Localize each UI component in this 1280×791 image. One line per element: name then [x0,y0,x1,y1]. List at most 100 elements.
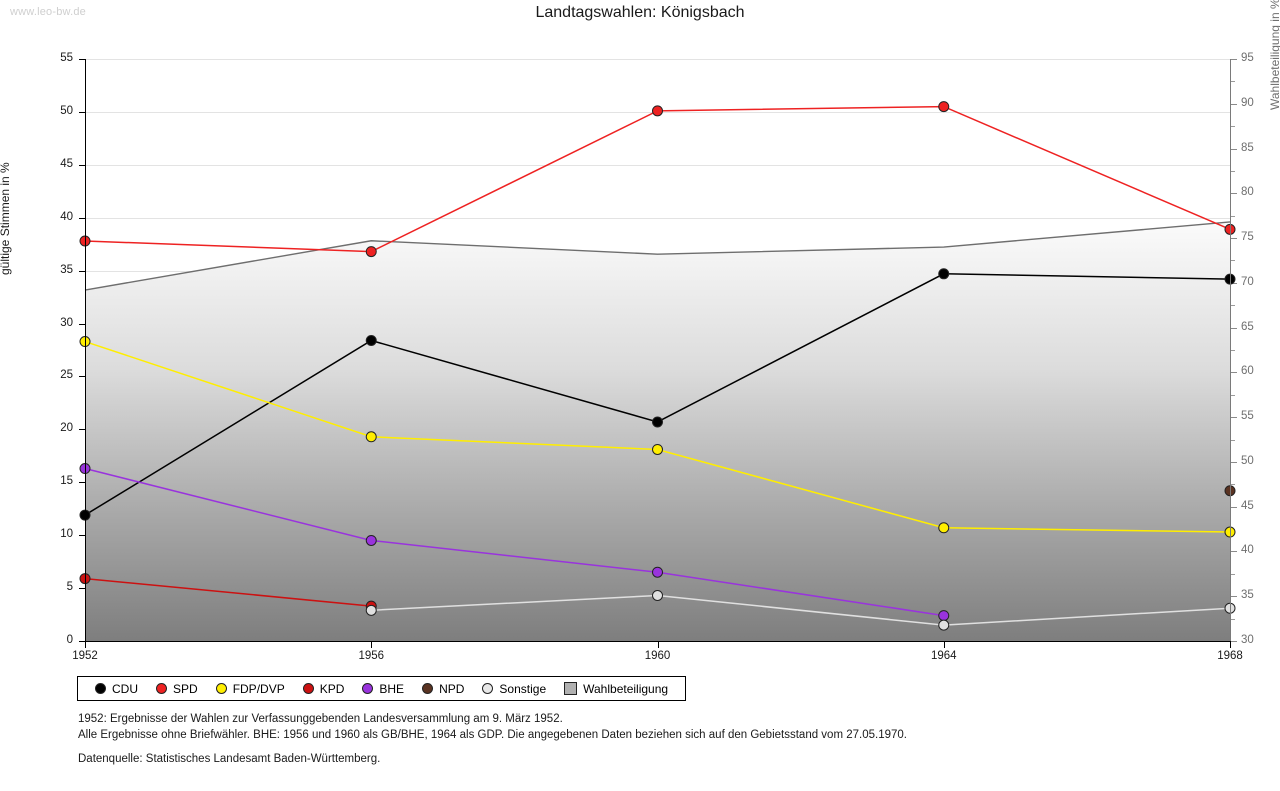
y2-tick-label: 50 [1241,454,1254,467]
y2-tick-minor [1231,394,1235,396]
data-source: Datenquelle: Statistisches Landesamt Bad… [78,753,381,765]
y-tick-label: 40 [60,210,73,223]
legend-label: CDU [112,681,138,696]
y2-tick-label: 85 [1241,141,1254,154]
data-point-bhe [365,534,377,546]
data-point-bhe [938,610,950,622]
y2-tick-mark [1231,327,1237,329]
data-point-spd [365,246,377,258]
y2-tick-mark [1231,103,1237,105]
y-tick-mark [79,164,85,166]
y2-tick-label: 75 [1241,231,1254,244]
y2-tick-minor [1231,170,1235,172]
y-axis-left-line [85,59,86,641]
y-tick-mark [79,482,85,484]
data-point-fdp-dvp [365,431,377,443]
y2-tick-mark [1231,551,1237,553]
data-point-bhe [652,566,663,578]
y2-tick-mark [1231,461,1237,463]
legend-marker-circle-icon [215,683,227,694]
y2-tick-label: 35 [1241,589,1254,602]
x-tick-label: 1964 [930,650,957,662]
data-point-cdu [365,334,377,346]
legend-label: Wahlbeteiligung [583,681,669,696]
y2-tick-label: 40 [1241,544,1254,557]
y2-tick-minor [1231,305,1235,307]
series-line-kpd [84,577,372,607]
legend-marker-circle-icon [362,683,374,694]
legend-marker-circle-icon [95,683,106,694]
y-tick-label: 45 [60,157,73,170]
legend-marker-circle-icon [422,683,434,694]
y-axis-right-line [1230,59,1231,641]
y2-tick-minor [1231,215,1235,217]
y-tick-label: 0 [66,634,73,646]
data-point-spd [652,105,663,117]
x-tick-mark [371,642,373,648]
y-tick-mark [79,429,85,431]
y-tick-mark [79,270,85,272]
legend-item-sonstige[interactable]: Sonstige [482,682,546,696]
y2-tick-minor [1231,439,1235,441]
series-line-bhe [84,467,944,617]
y2-tick-minor [1231,350,1235,351]
y-tick-mark [79,588,85,590]
y2-tick-label: 60 [1241,365,1254,378]
page-title: Landtagswahlen: Königsbach [535,4,745,21]
legend-item-bhe[interactable]: BHE [362,682,404,696]
x-tick-label: 1968 [1217,650,1243,662]
y-tick-label: 5 [66,581,73,594]
legend-item-cdu[interactable]: CDU [95,682,138,696]
footnotes: 1952: Ergebnisse der Wahlen zur Verfassu… [78,711,907,743]
legend-item-wahlbeteiligung[interactable]: Wahlbeteiligung [564,682,668,696]
legend-label: KPD [319,681,345,696]
y-tick-mark [79,323,85,325]
legend-item-spd[interactable]: SPD [156,682,198,696]
x-tick-label: 1956 [358,650,385,662]
data-point-fdp-dvp [938,522,950,534]
watermark: www.leo-bw.de [10,6,86,18]
gridline [86,164,1230,166]
y-tick-label: 25 [60,369,73,382]
x-axis-line [85,641,1231,642]
y-tick-mark [79,217,85,219]
y-tick-label: 50 [60,104,73,117]
footnote-line-2: Alle Ergebnisse ohne Briefwähler. BHE: 1… [78,729,907,741]
y2-tick-mark [1231,238,1237,240]
legend-label: SPD [173,681,198,696]
y2-tick-minor [1231,484,1235,486]
x-tick-label: 1960 [644,650,671,662]
x-tick-mark [85,642,86,648]
legend-item-npd[interactable]: NPD [422,682,464,696]
y2-tick-minor [1231,573,1235,575]
y2-tick-label: 45 [1241,499,1254,512]
y-tick-mark [79,641,85,642]
turnout-area [85,221,1230,641]
y2-tick-mark [1231,506,1237,508]
series-line-sonstige [371,594,1231,626]
y2-tick-label: 95 [1241,52,1254,64]
y2-tick-mark [1231,372,1237,374]
data-point-cdu [652,416,663,428]
data-point-sonstige [938,619,950,631]
legend-marker-circle-icon [156,683,167,694]
data-point-sonstige [365,604,377,616]
y-tick-mark [79,535,85,537]
data-point-spd [938,101,950,113]
legend-marker-circle-icon [302,683,314,694]
chart-canvas: gültige Stimmen in % Wahlbeteiligung in … [0,0,1280,662]
y-tick-mark [79,59,85,60]
legend-item-fdp-dvp[interactable]: FDP/DVP [215,681,285,696]
gridline [86,217,1230,219]
y2-tick-label: 55 [1241,410,1254,423]
x-tick-label: 1952 [72,650,98,662]
x-tick-mark [1230,642,1231,648]
y-tick-label: 20 [60,422,73,435]
y2-tick-label: 30 [1241,634,1254,646]
y2-tick-mark [1231,641,1237,642]
y2-tick-minor [1231,126,1235,128]
legend-item-kpd[interactable]: KPD [302,681,345,696]
legend-label: FDP/DVP [232,681,285,696]
y2-tick-label: 65 [1241,320,1254,333]
y-tick-label: 30 [60,316,73,329]
